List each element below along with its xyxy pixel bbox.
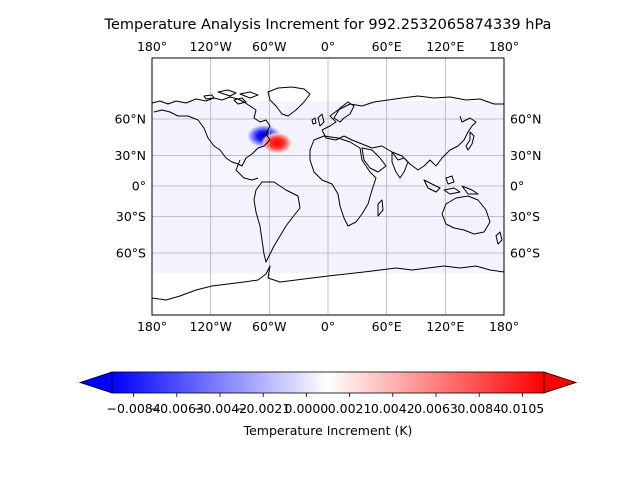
lon-tick-top: 180° <box>137 39 167 54</box>
lon-tick-bottom: 60°E <box>372 319 402 334</box>
colorbar-tick-marks <box>133 393 523 397</box>
coastline-north-america <box>152 96 271 167</box>
lon-tick-bottom: 120°W <box>189 319 231 334</box>
lat-tick-left: 30°N <box>114 148 146 163</box>
coastline-india <box>391 151 409 179</box>
coastline-eurasia <box>321 95 504 171</box>
lat-tick-left: 0° <box>132 179 146 194</box>
lon-tick-bottom: 120°E <box>426 319 464 334</box>
coastline-greenland <box>267 86 311 117</box>
colorbar-tick-label: −0.0063 <box>150 401 204 416</box>
coastline-south-america <box>253 181 301 263</box>
coastline-scandinavia <box>333 101 355 123</box>
colorbar-tick-label: 0.0042 <box>371 401 415 416</box>
colorbar: −0.0084 −0.0063 −0.0042 −0.0021 0.0000 0… <box>78 371 578 438</box>
map-frame <box>151 57 505 316</box>
coastline-australia <box>441 195 491 235</box>
map-title: Temperature Analysis Increment for 992.2… <box>104 17 552 33</box>
colorbar-tick-label: 0.0021 <box>328 401 372 416</box>
colorbar-tick-label: 0.0063 <box>414 401 458 416</box>
coastlines <box>152 86 504 301</box>
lat-tick-right: 60°N <box>510 112 542 127</box>
coastline-arctic-islands <box>203 89 259 105</box>
coastline-japan <box>465 131 475 151</box>
coastline-new-zealand <box>495 231 503 245</box>
colorbar-extend-low <box>78 371 113 394</box>
lon-tick-bottom: 180° <box>489 319 519 334</box>
colorbar-label: Temperature Increment (K) <box>243 423 413 438</box>
colorbar-tick-label: 0.0084 <box>457 401 501 416</box>
lat-tick-left: 60°S <box>116 246 146 261</box>
coastline-indonesia <box>423 175 479 195</box>
lon-tick-top: 60°E <box>372 39 402 54</box>
lon-tick-top: 120°W <box>189 39 231 54</box>
lon-tick-top: 180° <box>489 39 519 54</box>
colorbar-tick-label: −0.0084 <box>106 401 160 416</box>
lat-tick-right: 30°S <box>510 209 540 224</box>
lon-tick-bottom: 180° <box>137 319 167 334</box>
lat-tick-right: 30°N <box>510 148 542 163</box>
lat-tick-right: 0° <box>510 179 524 194</box>
positive-increment-blob <box>261 132 293 154</box>
lon-tick-bottom: 0° <box>321 319 335 334</box>
lon-tick-top: 60°W <box>252 39 287 54</box>
coastline-arabia <box>361 147 387 173</box>
lat-tick-right: 60°S <box>510 246 540 261</box>
coastline-madagascar <box>377 199 384 217</box>
colorbar-extend-high <box>543 371 578 394</box>
colorbar-gradient <box>112 372 544 393</box>
lat-ticks-left: 60°N 30°N 0° 30°S 60°S <box>114 112 146 261</box>
colorbar-tick-label: 0.0105 <box>501 401 545 416</box>
lon-tick-bottom: 60°W <box>252 319 287 334</box>
lat-ticks-right: 60°N 30°N 0° 30°S 60°S <box>510 112 542 261</box>
colorbar-tick-label: 0.0000 <box>285 401 329 416</box>
lat-tick-left: 60°N <box>114 112 146 127</box>
lon-ticks-top: 180° 120°W 60°W 0° 60°E 120°E 180° <box>137 39 519 54</box>
colorbar-tick-label: −0.0042 <box>193 401 247 416</box>
colorbar-tick-label: −0.0021 <box>236 401 290 416</box>
map-panel <box>152 58 504 315</box>
colorbar-tick-labels: −0.0084 −0.0063 −0.0042 −0.0021 0.0000 0… <box>106 401 544 416</box>
coastline-britain <box>311 113 325 127</box>
lat-tick-left: 30°S <box>116 209 146 224</box>
lon-tick-top: 120°E <box>426 39 464 54</box>
lon-ticks-bottom: 180° 120°W 60°W 0° 60°E 120°E 180° <box>137 319 519 334</box>
coastline-gulf <box>235 159 259 181</box>
colorbar-frame <box>111 371 545 394</box>
coastline-africa <box>309 135 377 227</box>
lon-tick-top: 0° <box>321 39 335 54</box>
coastline-antarctica <box>152 265 504 301</box>
